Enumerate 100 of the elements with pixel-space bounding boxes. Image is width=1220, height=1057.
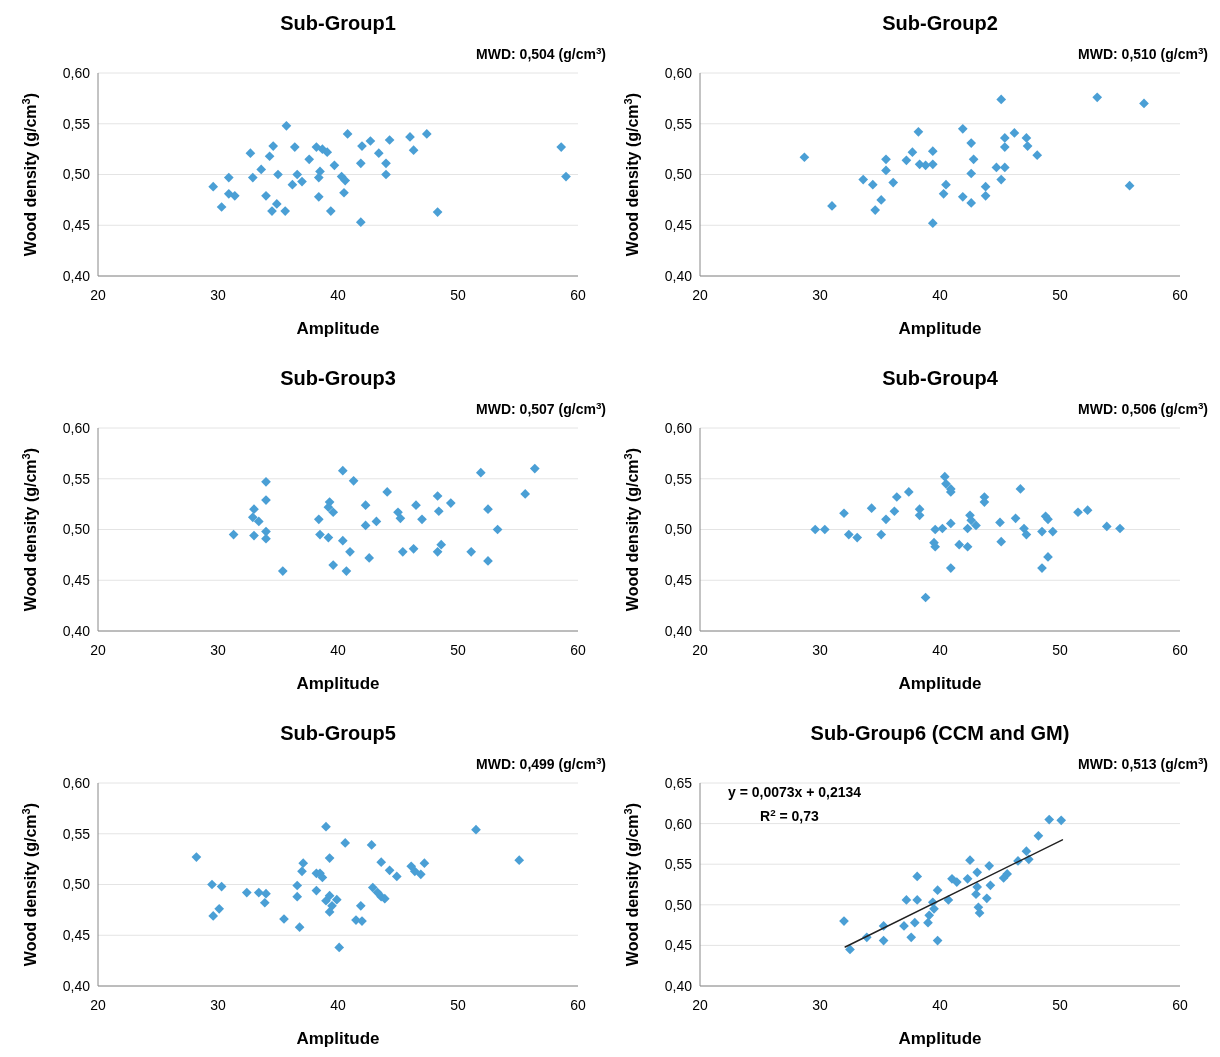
point bbox=[261, 888, 271, 899]
point bbox=[207, 879, 217, 890]
point bbox=[432, 491, 443, 501]
point bbox=[268, 141, 279, 151]
x-tick-label: 60 bbox=[570, 287, 586, 303]
point bbox=[229, 190, 240, 201]
x-tick-label: 30 bbox=[210, 997, 226, 1013]
x-axis-title: Amplitude bbox=[898, 1029, 982, 1048]
point bbox=[384, 135, 395, 145]
point bbox=[852, 532, 863, 543]
point bbox=[998, 873, 1009, 883]
x-tick-label: 50 bbox=[450, 287, 466, 303]
x-tick-label: 40 bbox=[932, 287, 948, 303]
point bbox=[996, 536, 1007, 547]
point bbox=[1124, 180, 1135, 191]
chart-title: Sub-Group2 bbox=[882, 12, 998, 34]
point bbox=[1037, 526, 1047, 537]
point bbox=[514, 855, 525, 865]
x-tick-label: 30 bbox=[210, 642, 226, 658]
point bbox=[1056, 815, 1067, 826]
y-tick-label: 0,40 bbox=[664, 622, 693, 639]
y-tick-label: 0,50 bbox=[664, 521, 693, 538]
y-tick-label: 0,45 bbox=[664, 937, 693, 954]
y-tick-label: 0,45 bbox=[664, 217, 693, 234]
point bbox=[382, 487, 393, 497]
y-tick-label: 0,40 bbox=[62, 622, 91, 639]
y-tick-label: 0,50 bbox=[664, 166, 693, 183]
point bbox=[329, 160, 340, 171]
point bbox=[261, 476, 271, 487]
point bbox=[321, 821, 331, 832]
point bbox=[342, 129, 353, 139]
point bbox=[245, 148, 256, 159]
annotation: R$^{2}$ = 0,73 bbox=[760, 806, 819, 824]
chart-title: Sub-Group3 bbox=[280, 367, 396, 389]
point bbox=[297, 866, 307, 877]
point bbox=[261, 190, 271, 201]
point bbox=[313, 191, 324, 202]
point bbox=[366, 840, 377, 850]
x-tick-label: 40 bbox=[330, 642, 346, 658]
x-tick-label: 30 bbox=[812, 997, 828, 1013]
point bbox=[376, 857, 387, 868]
point bbox=[1032, 150, 1043, 161]
y-tick-label: 0,40 bbox=[62, 977, 91, 994]
point bbox=[1021, 133, 1032, 143]
point bbox=[345, 546, 355, 557]
point bbox=[395, 513, 406, 524]
point bbox=[858, 174, 869, 185]
point bbox=[348, 475, 359, 486]
point bbox=[337, 465, 348, 476]
point bbox=[520, 489, 531, 499]
point bbox=[324, 853, 335, 863]
point bbox=[228, 529, 239, 540]
y-tick-label: 0,55 bbox=[664, 115, 693, 132]
point bbox=[1044, 814, 1055, 825]
y-tick-label: 0,50 bbox=[62, 876, 91, 893]
point bbox=[985, 880, 996, 891]
point bbox=[325, 206, 336, 216]
point bbox=[903, 487, 914, 497]
point bbox=[1010, 513, 1021, 524]
point bbox=[304, 154, 315, 165]
point bbox=[980, 190, 991, 201]
point bbox=[381, 169, 391, 180]
x-tick-label: 40 bbox=[932, 642, 948, 658]
x-tick-label: 60 bbox=[570, 997, 586, 1013]
point bbox=[932, 885, 943, 896]
y-tick-label: 0,55 bbox=[62, 825, 91, 842]
y-tick-label: 0,55 bbox=[62, 470, 91, 487]
point bbox=[247, 512, 258, 523]
point bbox=[365, 136, 376, 146]
point bbox=[996, 174, 1007, 185]
point bbox=[191, 852, 202, 862]
point bbox=[876, 529, 887, 540]
point bbox=[256, 164, 267, 175]
point bbox=[945, 563, 956, 573]
point bbox=[475, 467, 486, 478]
y-tick-label: 0,60 bbox=[62, 64, 91, 81]
point bbox=[968, 154, 979, 165]
point bbox=[355, 217, 366, 228]
point bbox=[292, 169, 303, 180]
point bbox=[1009, 128, 1020, 138]
point bbox=[529, 463, 540, 474]
point bbox=[247, 172, 258, 183]
point bbox=[445, 498, 456, 508]
point bbox=[328, 560, 339, 570]
point bbox=[909, 917, 920, 928]
point bbox=[223, 172, 234, 183]
point bbox=[337, 535, 348, 546]
point bbox=[866, 503, 877, 514]
x-tick-label: 30 bbox=[812, 287, 828, 303]
y-tick-label: 0,45 bbox=[62, 927, 91, 944]
point bbox=[891, 492, 902, 502]
point bbox=[315, 529, 325, 540]
point bbox=[901, 155, 912, 166]
text: MWD: 0,506 (g/cm$^{3}$) bbox=[1078, 399, 1208, 417]
x-tick-label: 50 bbox=[450, 997, 466, 1013]
point bbox=[241, 887, 252, 898]
point bbox=[1073, 507, 1083, 518]
point bbox=[561, 171, 571, 182]
point bbox=[957, 191, 968, 202]
point bbox=[888, 177, 899, 188]
